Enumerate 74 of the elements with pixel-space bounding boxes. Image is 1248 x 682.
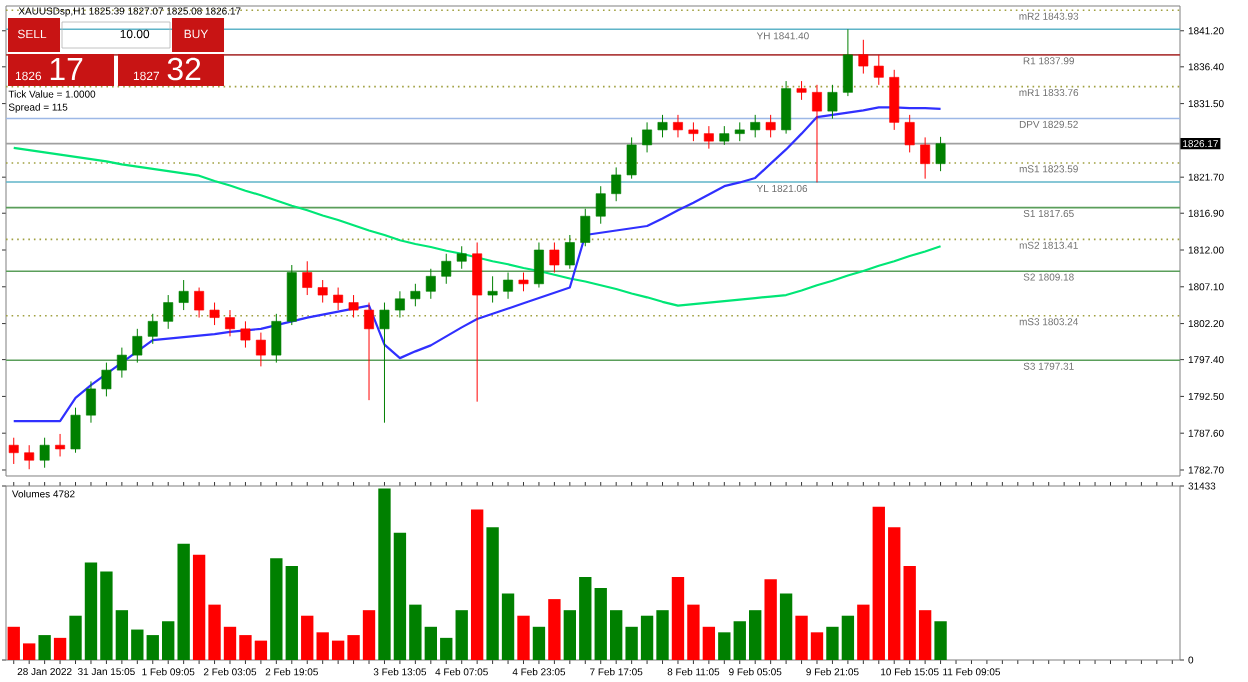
candlestick: [55, 433, 66, 457]
candlestick: [487, 275, 498, 304]
candlestick: [410, 283, 421, 307]
candlestick: [364, 302, 374, 401]
candlestick: [549, 242, 560, 274]
candlestick: [456, 245, 467, 270]
candlestick: [858, 39, 869, 75]
candlestick: [564, 234, 575, 270]
candlestick: [688, 121, 699, 142]
candlestick: [842, 28, 853, 97]
candlestick: [132, 328, 143, 364]
candlestick: [750, 114, 761, 138]
candlestick: [580, 208, 591, 247]
candlestick: [302, 260, 313, 296]
candlestick: [626, 136, 637, 180]
bar: [548, 599, 561, 660]
candlestick: [394, 290, 405, 319]
bar: [718, 632, 731, 660]
candlestick: [163, 294, 174, 330]
candlestick: [518, 272, 529, 292]
candlestick: [24, 444, 35, 470]
candlestick: [935, 136, 946, 172]
bar: [455, 610, 468, 660]
candlestick: [534, 242, 544, 289]
candlestick: [86, 380, 96, 424]
bar: [301, 615, 314, 660]
candlestick: [673, 114, 683, 138]
candlestick: [873, 54, 884, 86]
candlestick: [889, 69, 900, 131]
candlestick: [441, 253, 452, 285]
candlestick: [904, 114, 915, 153]
candlestick: [734, 121, 745, 142]
candlestick: [194, 287, 205, 319]
candlestick: [472, 242, 483, 403]
candlestick: [70, 407, 81, 454]
candlestick: [425, 268, 436, 300]
candlestick: [379, 302, 390, 424]
candlestick: [178, 279, 189, 311]
candlestick: [657, 114, 668, 138]
candlestick: [503, 272, 513, 300]
annotation: 17: [50, 58, 83, 80]
candlestick: [333, 287, 344, 311]
candlestick: [271, 313, 282, 364]
candlestick: [719, 125, 730, 146]
candlestick: [240, 320, 251, 349]
candlestick: [101, 362, 112, 397]
candlestick: [812, 84, 822, 183]
candlestick: [642, 121, 653, 153]
bar: [532, 626, 546, 660]
candlestick: [116, 347, 127, 379]
candlestick: [781, 80, 792, 135]
candlestick: [765, 114, 776, 138]
annotation: 32: [167, 57, 201, 81]
bar: [470, 509, 484, 660]
candlestick: [920, 136, 931, 180]
bar: [517, 615, 530, 660]
candlestick: [595, 185, 606, 225]
candlestick: [39, 437, 50, 469]
candlestick: [796, 80, 807, 101]
candlestick: [147, 313, 158, 345]
candlestick: [317, 279, 328, 304]
candlestick: [703, 125, 714, 150]
bar: [764, 579, 777, 660]
candlestick: [255, 332, 266, 367]
bar: [53, 637, 67, 660]
candlestick: [827, 84, 838, 120]
bar: [934, 621, 947, 660]
candlestick: [348, 294, 359, 319]
bar: [779, 593, 793, 660]
bar: [38, 635, 51, 660]
candlestick: [611, 166, 622, 202]
candlestick: [225, 309, 235, 337]
candlestick: [209, 302, 220, 326]
candlestick: [8, 437, 19, 465]
